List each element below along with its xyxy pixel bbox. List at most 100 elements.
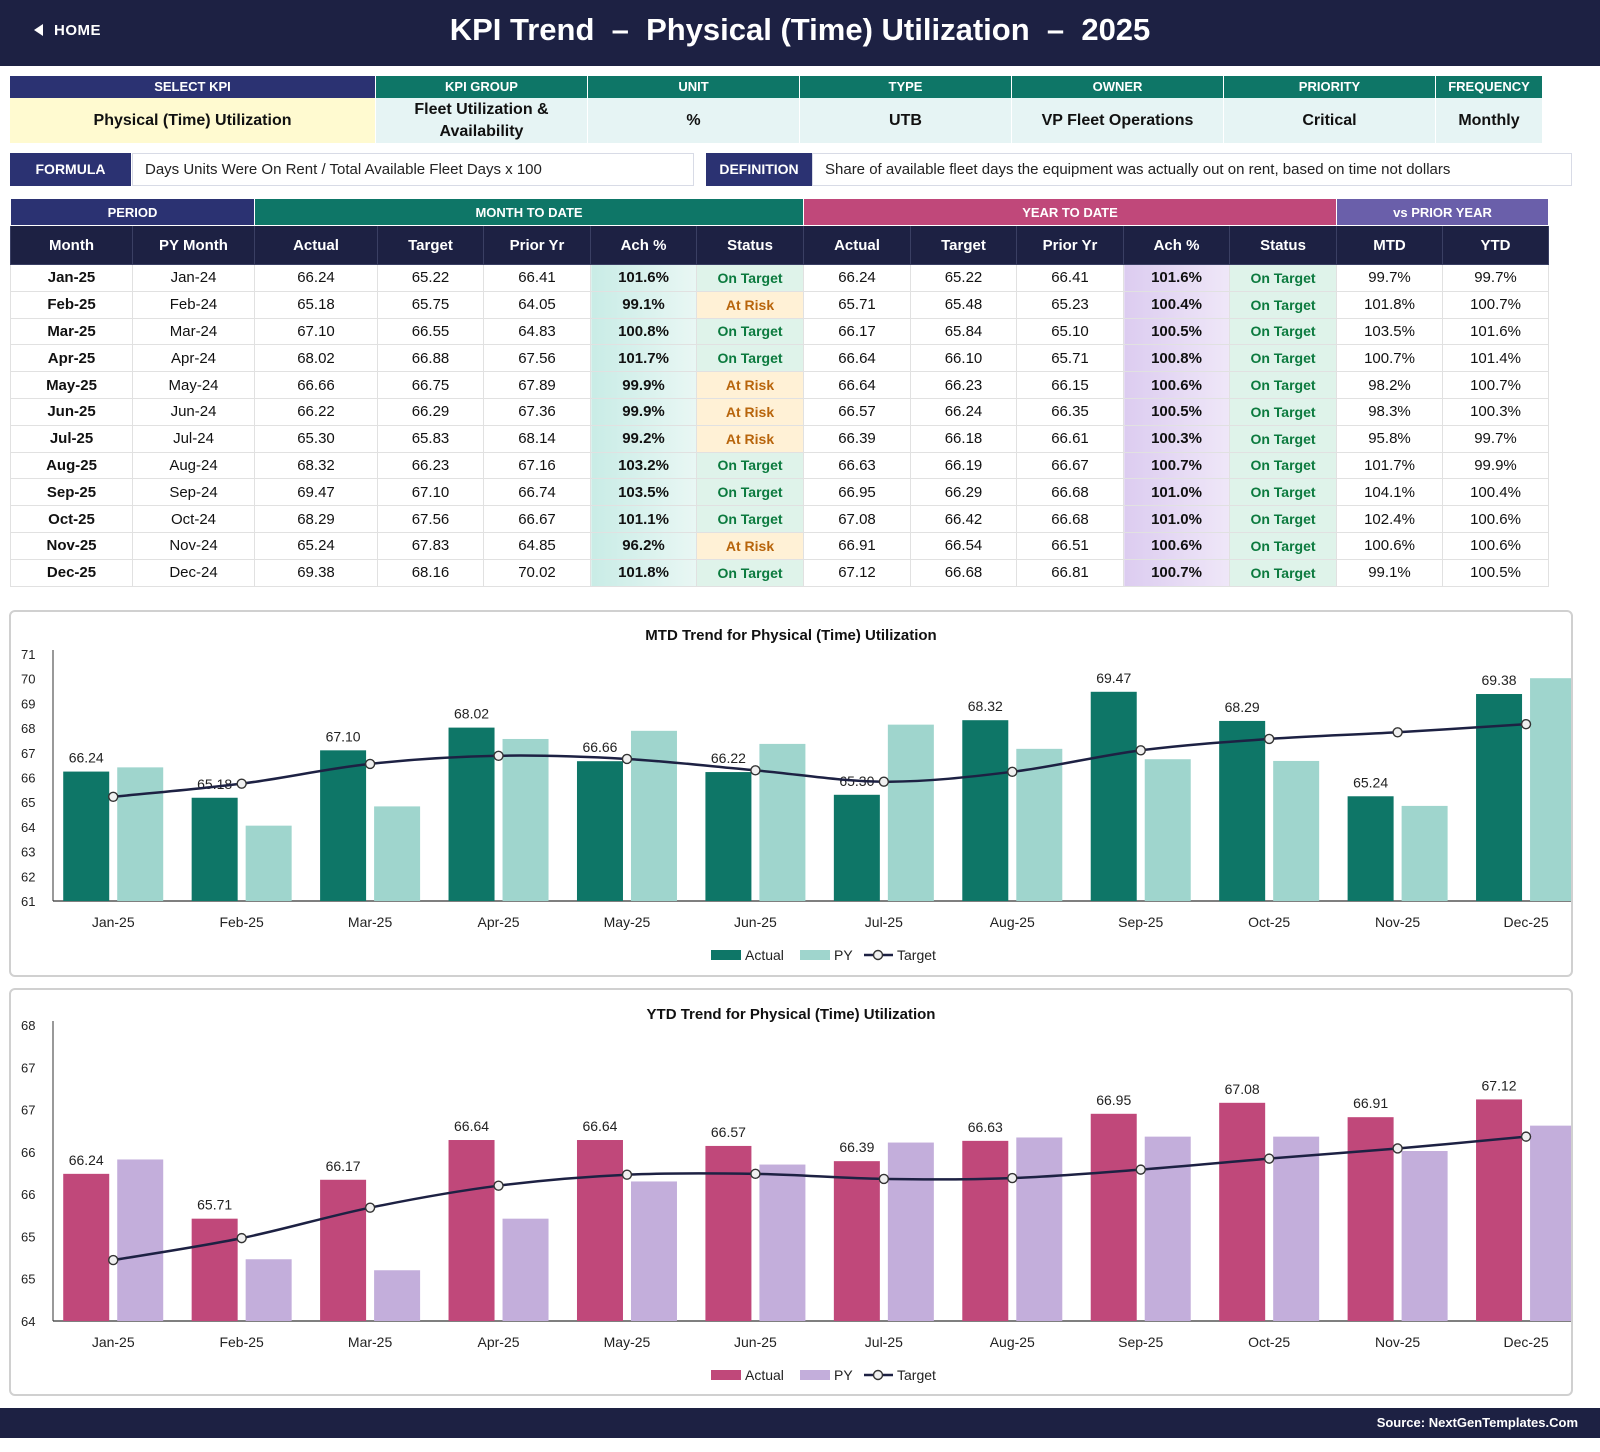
definition-text: Share of available fleet days the equipm…: [812, 153, 1572, 186]
table-cell: At Risk: [696, 397, 804, 426]
table-cell: 100.7%: [1123, 558, 1230, 587]
y-tick-label: 66: [21, 1145, 35, 1160]
data-label: 65.24: [1353, 774, 1388, 790]
y-tick-label: 64: [21, 1314, 35, 1329]
kpi-group-cell: KPI GROUP Fleet Utilization & Availabili…: [376, 76, 588, 143]
table-cell: 65.30: [254, 424, 378, 453]
bar-actual: [1219, 1102, 1266, 1321]
table-cell: 99.1%: [590, 290, 697, 319]
table-cell: On Target: [696, 264, 804, 292]
group-header-mtd: MONTH TO DATE: [254, 198, 804, 226]
chart-title: YTD Trend for Physical (Time) Utilizatio…: [647, 1006, 936, 1023]
group-header-vs-py: vs PRIOR YEAR: [1336, 198, 1549, 226]
select-kpi-cell[interactable]: SELECT KPI Physical (Time) Utilization: [10, 76, 376, 143]
table-cell: 101.7%: [1336, 451, 1443, 480]
table-cell: Feb-24: [132, 290, 255, 319]
table-cell: 99.7%: [1336, 264, 1443, 292]
bar-py: [374, 806, 421, 901]
page-title: KPI Trend – Physical (Time) Utilization …: [449, 12, 1151, 47]
table-cell: Mar-25: [10, 317, 133, 346]
y-tick-label: 65: [21, 795, 35, 810]
target-marker: [621, 753, 633, 765]
table-cell: 100.3%: [1442, 397, 1549, 426]
data-label: 66.22: [711, 750, 746, 766]
table-cell: 66.10: [910, 344, 1017, 373]
y-tick-label: 62: [21, 869, 35, 884]
info-value: Monthly: [1436, 98, 1542, 143]
data-label: 66.24: [69, 1152, 104, 1168]
target-marker: [364, 1202, 376, 1213]
home-button[interactable]: HOME: [34, 22, 101, 39]
select-kpi-value[interactable]: Physical (Time) Utilization: [10, 98, 375, 143]
x-tick-label: Jun-25: [734, 914, 777, 930]
bar-py: [1530, 1125, 1571, 1321]
x-tick-label: Aug-25: [990, 1334, 1035, 1350]
home-label: HOME: [54, 22, 101, 39]
owner-cell: OWNER VP Fleet Operations: [1012, 76, 1224, 143]
table-cell: 104.1%: [1336, 478, 1443, 507]
table-cell: 100.5%: [1123, 397, 1230, 426]
bar-actual: [320, 750, 367, 901]
table-cell: 100.5%: [1123, 317, 1230, 346]
x-tick-label: Jan-25: [92, 914, 135, 930]
table-cell: Jul-24: [132, 424, 255, 453]
data-label: 67.10: [326, 728, 361, 744]
table-cell: 64.85: [483, 531, 591, 560]
legend-label: Actual: [745, 1367, 784, 1383]
legend-swatch-actual: [711, 950, 741, 960]
frequency-cell: FREQUENCY Monthly: [1436, 76, 1542, 143]
chart-title: MTD Trend for Physical (Time) Utilizatio…: [645, 627, 936, 644]
y-tick-label: 66: [21, 1187, 35, 1202]
table-cell: 100.6%: [1336, 531, 1443, 560]
x-tick-label: Feb-25: [219, 1334, 264, 1350]
x-tick-label: May-25: [604, 914, 651, 930]
bar-py: [887, 724, 934, 901]
table-cell: 68.16: [377, 558, 484, 587]
bar-actual: [833, 1161, 880, 1321]
table-cell: On Target: [696, 451, 804, 480]
table-body: Jan-25 Jan-24 66.24 65.22 66.41 101.6% On Targ…: [10, 264, 1549, 587]
table-cell: 66.68: [910, 558, 1017, 587]
table-cell: 66.35: [1016, 397, 1124, 426]
table-row: Feb-25 Feb-24 65.18 65.75 64.05 99.1% At Risk 6…: [10, 290, 1549, 319]
target-marker: [493, 750, 504, 761]
table-cell: 101.8%: [1336, 290, 1443, 319]
table-cell: 69.38: [254, 558, 378, 587]
table-cell: 65.48: [910, 290, 1017, 319]
table-cell: 67.10: [377, 478, 484, 507]
target-marker: [493, 1180, 504, 1191]
x-tick-label: Dec-25: [1503, 1334, 1548, 1350]
table-cell: Sep-24: [132, 478, 255, 507]
data-label: 66.39: [839, 1139, 874, 1155]
bar-py: [1401, 805, 1448, 901]
x-tick-label: Nov-25: [1375, 914, 1420, 930]
bar-actual: [705, 1145, 752, 1321]
unit-cell: UNIT %: [588, 76, 800, 143]
table-cell: On Target: [696, 317, 804, 346]
bar-py: [117, 1159, 164, 1321]
data-label: 66.17: [326, 1158, 361, 1174]
table-cell: 101.0%: [1123, 505, 1230, 533]
column-header: Actual: [254, 225, 378, 265]
bar-py: [374, 1270, 421, 1321]
table-cell: Oct-25: [10, 505, 133, 533]
x-tick-label: Apr-25: [478, 914, 520, 930]
table-row: May-25 May-24 66.66 66.75 67.89 99.9% At Risk 6…: [10, 371, 1549, 399]
table-cell: 99.1%: [1336, 558, 1443, 587]
y-tick-label: 65: [21, 1272, 35, 1287]
top-bar: HOME KPI Trend – Physical (Time) Utiliza…: [0, 0, 1600, 66]
table-cell: 68.02: [254, 344, 378, 373]
info-header: OWNER: [1012, 76, 1223, 98]
table-cell: 65.22: [910, 264, 1017, 292]
target-line: [113, 722, 1527, 799]
bar-actual: [448, 727, 495, 901]
bar-actual: [576, 761, 623, 901]
table-cell: 99.9%: [1442, 451, 1549, 480]
table-cell: 66.64: [803, 371, 911, 399]
y-tick-label: 67: [21, 746, 35, 761]
table-cell: 100.3%: [1123, 424, 1230, 453]
table-cell: 66.75: [377, 371, 484, 399]
formula-text: Days Units Were On Rent / Total Availabl…: [132, 153, 694, 186]
target-marker: [1392, 1143, 1403, 1154]
bar-py: [1273, 760, 1320, 901]
